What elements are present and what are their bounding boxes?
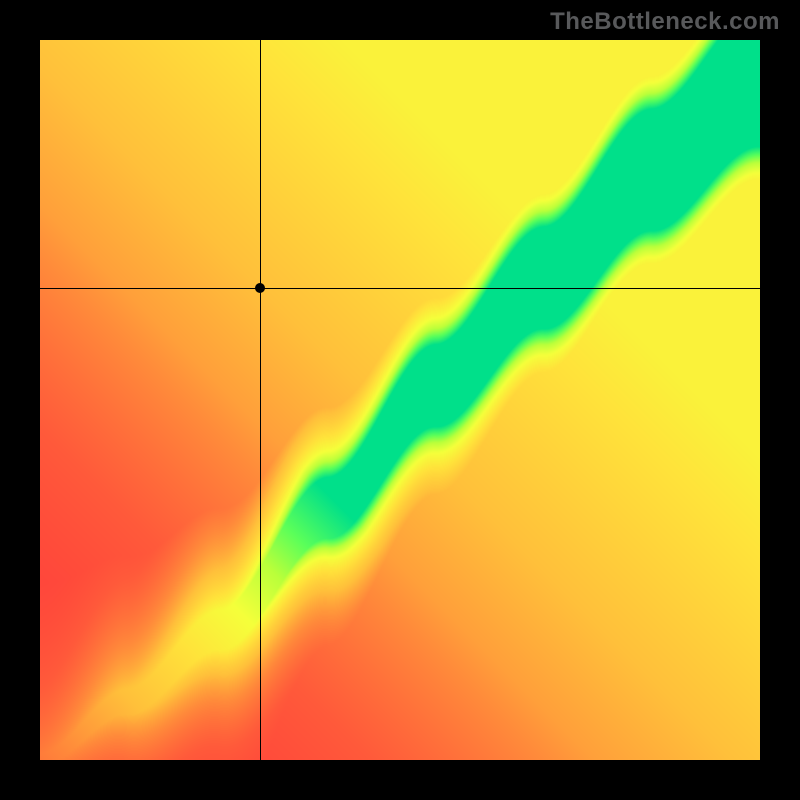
heatmap-plot	[40, 40, 760, 760]
heatmap-canvas	[40, 40, 760, 760]
crosshair-horizontal	[40, 288, 760, 289]
crosshair-vertical	[260, 40, 261, 760]
crosshair-marker	[255, 283, 265, 293]
watermark-text: TheBottleneck.com	[550, 8, 780, 36]
chart-container: TheBottleneck.com	[0, 0, 800, 800]
